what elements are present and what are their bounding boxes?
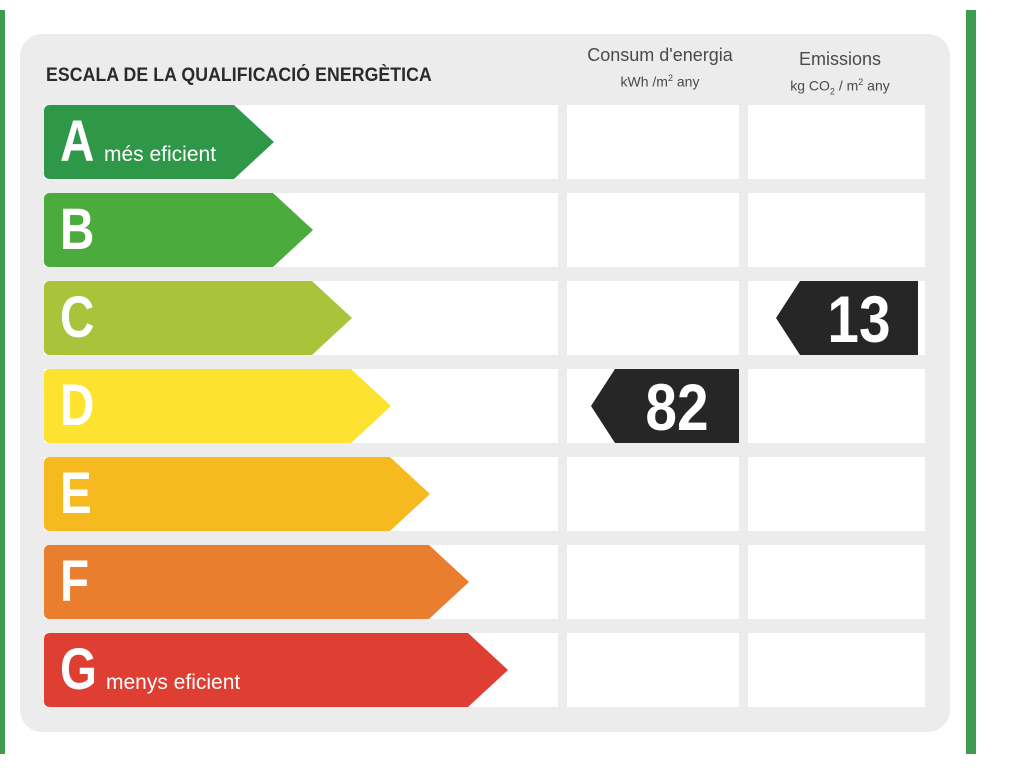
band-arrow-shape	[44, 457, 430, 531]
band-letter: E	[60, 461, 92, 526]
band-cell: F	[44, 545, 558, 619]
band-letter: A	[60, 109, 95, 174]
right-green-border	[966, 10, 976, 754]
emissions-marker-value: 13	[827, 282, 891, 356]
band-arrow-shape	[44, 105, 274, 179]
consum-marker: 82	[591, 369, 739, 444]
emissions-cell	[748, 633, 925, 707]
band-letter: G	[60, 637, 98, 702]
band-cell: D	[44, 369, 558, 443]
consum-column-header: Consum d'energia kWh /m2 any	[568, 44, 752, 92]
consum-cell	[567, 281, 739, 355]
consum-marker-shape	[591, 369, 739, 443]
consum-cell	[567, 633, 739, 707]
scale-title: ESCALA DE LA QUALIFICACIÓ ENERGÈTICA	[46, 65, 432, 86]
consum-cell	[567, 105, 739, 179]
emissions-unit: kg CO2 / m2 any	[790, 77, 890, 97]
band-letter: B	[60, 197, 95, 262]
band-label: més eficient	[104, 143, 217, 166]
emissions-cell	[748, 545, 925, 619]
consum-heading: Consum d'energia	[587, 45, 733, 65]
band-arrow-shape	[44, 193, 313, 267]
emissions-cell	[748, 193, 925, 267]
band-cell: B	[44, 193, 558, 267]
emissions-heading: Emissions	[798, 49, 882, 69]
consum-cell	[567, 193, 739, 267]
consum-cell	[567, 457, 739, 531]
band-arrow-shape	[44, 281, 352, 355]
band-letter: F	[60, 549, 90, 614]
emissions-column-header: Emissions kg CO2 / m2 any	[748, 48, 932, 101]
band-cell: E	[44, 457, 558, 531]
emissions-cell	[748, 105, 925, 179]
emissions-marker-shape	[776, 281, 918, 355]
emissions-marker: 13	[776, 281, 918, 356]
band-cell: C	[44, 281, 558, 355]
consum-marker-value: 82	[645, 370, 709, 444]
emissions-cell	[748, 457, 925, 531]
emissions-cell	[748, 369, 925, 443]
energy-label-card: ESCALA DE LA QUALIFICACIÓ ENERGÈTICA Con…	[20, 34, 950, 732]
consum-cell: 82	[567, 369, 739, 444]
band-label: menys eficient	[106, 671, 241, 694]
band-arrow-shape	[44, 633, 508, 707]
emissions-cell: 13	[748, 281, 925, 356]
band-arrow-shape	[44, 545, 469, 619]
band-letter: C	[60, 285, 95, 350]
consum-cell	[567, 545, 739, 619]
consum-unit: kWh /m2 any	[620, 73, 700, 90]
left-green-border	[0, 10, 5, 754]
band-letter: D	[60, 373, 95, 438]
band-arrow-shape	[44, 369, 391, 443]
